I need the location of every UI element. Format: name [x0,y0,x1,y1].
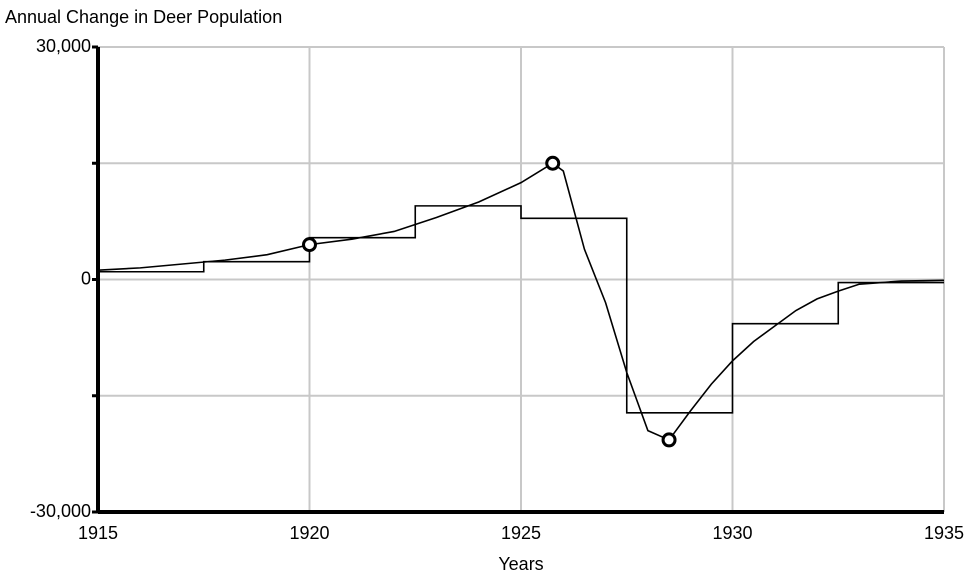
y-tick-label: 30,000 [36,36,91,56]
y-tick-label: 0 [81,268,91,288]
x-tick-label: 1920 [289,523,329,543]
chart-title: Annual Change in Deer Population [5,7,282,27]
x-axis-label: Years [498,554,543,574]
x-tick-label: 1925 [501,523,541,543]
x-tick-label: 1930 [712,523,752,543]
x-tick-label: 1915 [78,523,118,543]
marker [302,237,317,253]
marker [661,432,677,448]
y-tick-label: -30,000 [30,501,91,521]
series-line [98,205,944,414]
x-tick-label: 1935 [924,523,964,543]
marker [545,155,561,171]
series-line [97,162,945,441]
